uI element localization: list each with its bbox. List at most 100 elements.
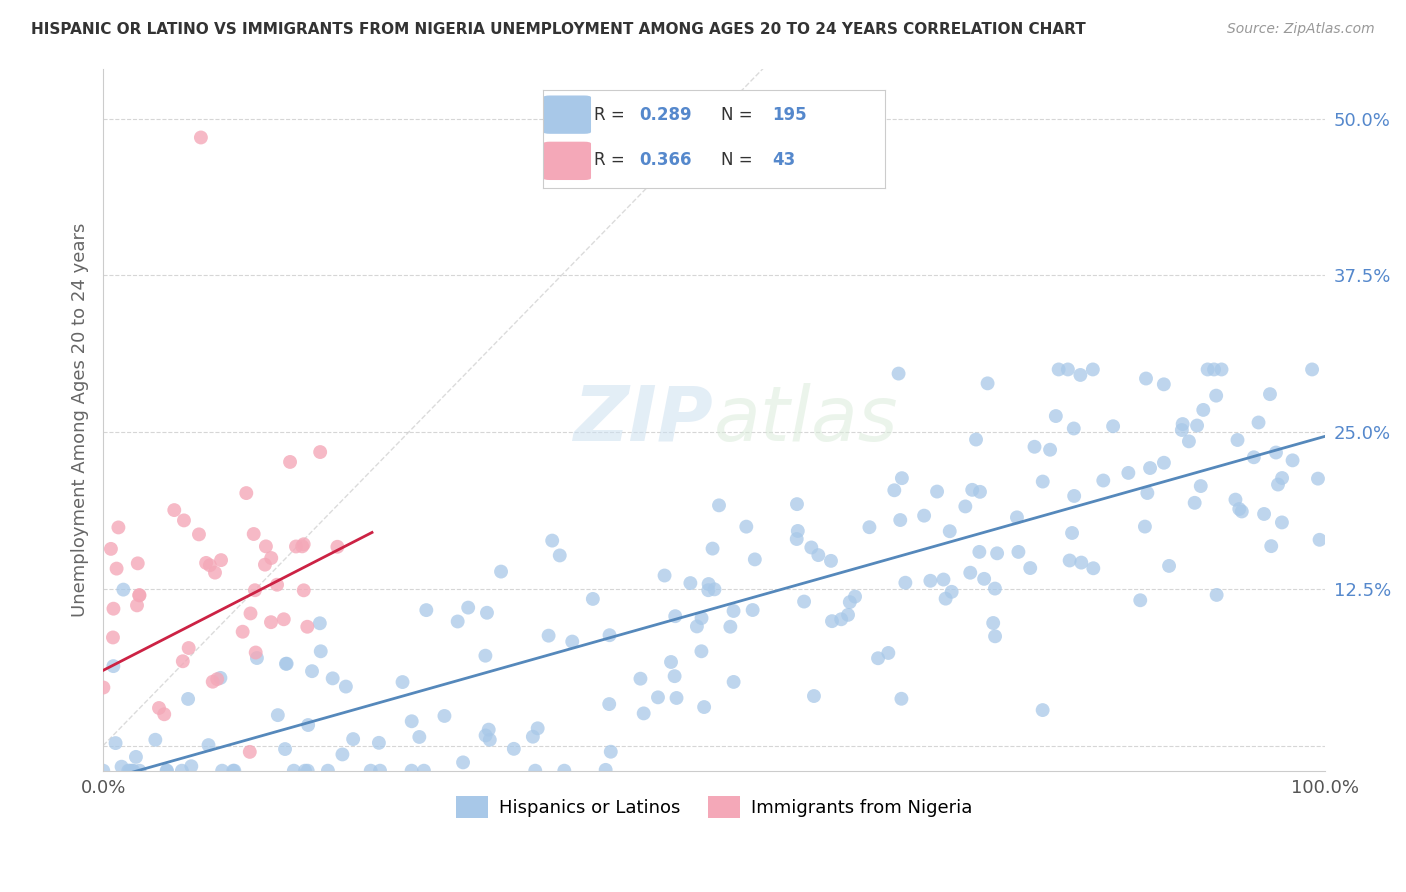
Point xyxy=(335,680,357,694)
Point xyxy=(232,624,254,639)
Point xyxy=(735,519,758,533)
Point xyxy=(368,764,391,778)
Point xyxy=(786,524,808,538)
Point xyxy=(690,644,713,658)
Point xyxy=(278,455,301,469)
Point xyxy=(195,556,218,570)
Point xyxy=(793,594,815,608)
Point xyxy=(630,672,652,686)
Point xyxy=(253,558,276,572)
Point xyxy=(190,130,212,145)
Point xyxy=(413,764,436,778)
Point xyxy=(883,483,905,498)
Point xyxy=(148,701,170,715)
Point xyxy=(267,708,290,723)
Point xyxy=(110,760,132,774)
Point xyxy=(890,691,912,706)
Point xyxy=(292,583,315,598)
Point xyxy=(1230,504,1253,518)
Point xyxy=(117,764,139,778)
Point xyxy=(401,764,423,778)
Point xyxy=(297,764,319,778)
Point xyxy=(1032,475,1054,489)
Point xyxy=(243,583,266,598)
Point xyxy=(1059,553,1081,567)
Point xyxy=(1205,588,1227,602)
Point xyxy=(242,527,264,541)
Point xyxy=(127,557,149,571)
Point xyxy=(723,604,745,618)
Point xyxy=(478,723,501,737)
Point xyxy=(1102,419,1125,434)
Point xyxy=(654,568,676,582)
Point xyxy=(274,742,297,756)
Text: ZIP: ZIP xyxy=(575,383,714,457)
Point xyxy=(599,745,621,759)
Point xyxy=(1118,466,1140,480)
Point xyxy=(866,651,889,665)
Point xyxy=(173,513,195,527)
Point xyxy=(932,573,955,587)
Point xyxy=(1171,417,1194,431)
Point xyxy=(291,540,314,554)
Point xyxy=(984,582,1007,596)
Point xyxy=(718,620,741,634)
Point xyxy=(935,591,957,606)
Point xyxy=(475,606,498,620)
Point xyxy=(1032,703,1054,717)
Point xyxy=(224,764,246,778)
Point xyxy=(858,520,880,534)
Point xyxy=(582,591,605,606)
Point xyxy=(391,675,413,690)
Point xyxy=(526,721,548,735)
Point xyxy=(100,541,122,556)
Point xyxy=(1069,368,1091,382)
Point xyxy=(342,732,364,747)
Text: Source: ZipAtlas.com: Source: ZipAtlas.com xyxy=(1227,22,1375,37)
Point xyxy=(541,533,564,548)
Point xyxy=(1135,371,1157,385)
Point xyxy=(170,764,193,778)
Point xyxy=(107,520,129,534)
Point xyxy=(447,615,470,629)
Point xyxy=(276,657,298,671)
Y-axis label: Unemployment Among Ages 20 to 24 years: Unemployment Among Ages 20 to 24 years xyxy=(72,222,89,616)
Point xyxy=(981,615,1004,630)
Point xyxy=(969,545,991,559)
Point xyxy=(524,764,547,778)
Point xyxy=(1133,519,1156,533)
Point xyxy=(1007,545,1029,559)
Point xyxy=(664,669,686,683)
Point xyxy=(595,763,617,777)
Point xyxy=(920,574,942,588)
Point xyxy=(744,552,766,566)
Point xyxy=(1202,362,1225,376)
Point xyxy=(1092,474,1115,488)
Point xyxy=(1063,421,1085,435)
Point xyxy=(1227,502,1250,516)
Point xyxy=(1189,479,1212,493)
Point xyxy=(976,376,998,391)
Point xyxy=(1139,461,1161,475)
Point xyxy=(686,619,709,633)
Point xyxy=(1243,450,1265,465)
Point xyxy=(664,609,686,624)
Point xyxy=(125,599,148,613)
Point xyxy=(433,709,456,723)
Point xyxy=(1157,558,1180,573)
Point xyxy=(679,576,702,591)
Point xyxy=(894,575,917,590)
Point xyxy=(153,707,176,722)
Point xyxy=(201,674,224,689)
Point xyxy=(786,497,808,511)
Point xyxy=(180,759,202,773)
Point xyxy=(1153,377,1175,392)
Point xyxy=(156,764,179,778)
Point xyxy=(301,664,323,678)
Point xyxy=(1178,434,1201,449)
Point xyxy=(803,689,825,703)
Point xyxy=(245,646,267,660)
Point xyxy=(1045,409,1067,423)
Point xyxy=(1309,533,1331,547)
Point xyxy=(912,508,935,523)
